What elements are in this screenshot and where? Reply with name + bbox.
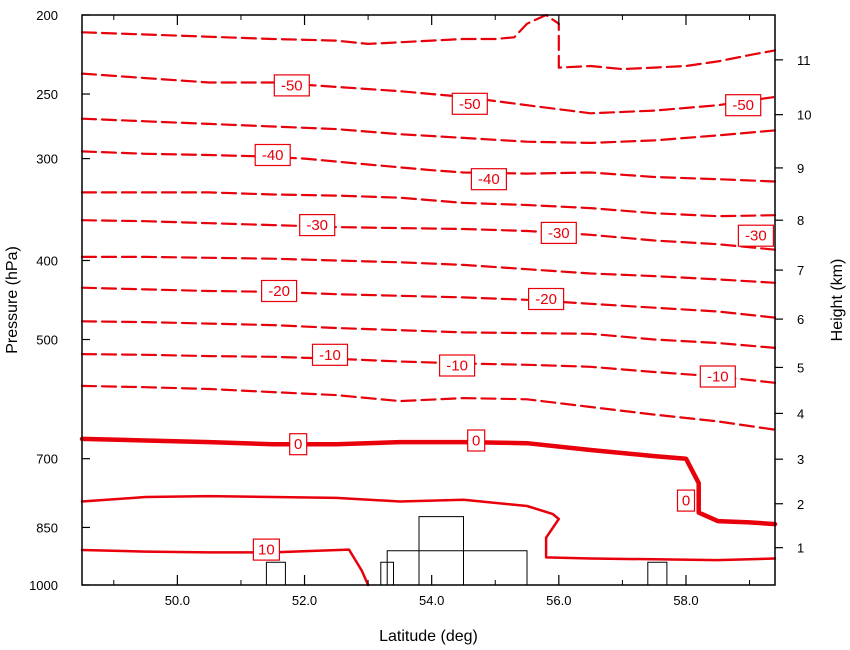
terrain-block xyxy=(418,516,464,585)
contour-line xyxy=(80,191,777,218)
contour-label: -20 xyxy=(268,283,290,300)
right-axis-title: Height (km) xyxy=(829,259,846,342)
x-axis-title: Latitude (deg) xyxy=(379,628,478,645)
contour-label-box xyxy=(470,168,507,191)
contour-label-box xyxy=(299,214,336,237)
contour-label-box xyxy=(254,143,291,167)
contour-label-box xyxy=(252,538,280,561)
height-tick-label: 8 xyxy=(797,213,804,228)
contour-line xyxy=(80,384,777,431)
pressure-tick-label: 500 xyxy=(36,333,58,348)
contour-label: -40 xyxy=(478,171,500,188)
x-tick-label: 50.0 xyxy=(165,593,190,608)
contour-label-box xyxy=(451,92,488,115)
contour-line xyxy=(80,13,777,71)
contour-line xyxy=(80,219,777,251)
contour-label: -40 xyxy=(262,147,284,164)
pressure-tick-label: 250 xyxy=(36,87,58,102)
x-axis-ticks: 50.0 52.0 54.0 56.0 58.0 xyxy=(113,15,751,608)
contour-label-box xyxy=(311,343,349,366)
contour-label-box xyxy=(737,224,775,247)
contour-label-box xyxy=(676,489,696,512)
pressure-tick-label: 850 xyxy=(36,520,58,535)
x-tick-label: 52.0 xyxy=(292,593,317,608)
contour-line xyxy=(80,494,777,562)
contour-label-box xyxy=(261,279,298,303)
contour-label-box xyxy=(699,365,736,388)
height-tick-label: 5 xyxy=(797,360,804,375)
height-tick-label: 4 xyxy=(797,406,804,421)
contour-label-box xyxy=(289,433,308,456)
contour-label-box xyxy=(467,429,486,452)
height-tick-label: 2 xyxy=(797,497,804,512)
terrain-profile xyxy=(265,516,668,585)
pressure-tick-label: 400 xyxy=(36,253,58,268)
contour-label-box xyxy=(725,94,762,117)
contour-label-box xyxy=(439,354,476,377)
plot-frame xyxy=(81,14,776,586)
terrain-block xyxy=(386,550,528,585)
height-tick-label: 11 xyxy=(797,53,811,68)
contour-label: -50 xyxy=(459,96,481,113)
height-tick-label: 9 xyxy=(797,161,804,176)
pressure-tick-label: 1000 xyxy=(29,578,58,593)
contour-label: 0 xyxy=(294,436,302,453)
height-tick-label: 6 xyxy=(797,312,804,327)
contour-label: -30 xyxy=(548,225,570,242)
contour-line xyxy=(80,150,777,183)
contour-line xyxy=(80,353,777,384)
contour-label: -30 xyxy=(306,217,328,234)
contour-label: -50 xyxy=(281,77,303,94)
x-tick-label: 56.0 xyxy=(546,593,571,608)
contour-label: -10 xyxy=(707,369,729,386)
contour-label: -50 xyxy=(732,97,754,114)
x-tick-label: 58.0 xyxy=(673,593,698,608)
height-tick-label: 1 xyxy=(797,541,804,556)
contour-label-box xyxy=(273,74,310,97)
contour-label: -30 xyxy=(745,228,767,245)
contour-label: -10 xyxy=(446,358,468,375)
contour-label: -20 xyxy=(535,291,557,308)
contour-label: 10 xyxy=(258,542,275,559)
left-axis-title: Pressure (hPa) xyxy=(4,246,21,354)
contour-label: 0 xyxy=(682,493,690,510)
contour-label: -10 xyxy=(319,347,341,364)
contour-line xyxy=(80,320,777,349)
height-tick-label: 3 xyxy=(797,452,804,467)
terrain-block xyxy=(265,561,286,585)
contour-lines xyxy=(79,13,778,587)
contour-line xyxy=(79,436,778,527)
x-tick-label: 54.0 xyxy=(419,593,444,608)
height-tick-label: 10 xyxy=(797,108,811,123)
contour-line xyxy=(80,548,370,587)
contour-label: 0 xyxy=(472,433,480,450)
height-axis-ticks: 1 2 3 4 5 6 7 8 9 10 11 xyxy=(775,53,811,556)
height-tick-label: 7 xyxy=(797,263,804,278)
contour-line xyxy=(80,255,777,284)
pressure-tick-label: 700 xyxy=(36,452,58,467)
contour-line xyxy=(80,117,777,144)
contour-line xyxy=(80,286,777,319)
terrain-block xyxy=(647,561,668,585)
pressure-axis-ticks: 200 250 300 400 500 700 850 1000 xyxy=(29,8,90,593)
contour-label-box xyxy=(527,287,565,311)
contour-label-box xyxy=(540,221,577,244)
pressure-tick-label: 200 xyxy=(36,8,58,23)
contour-line xyxy=(80,72,777,115)
pressure-tick-label: 300 xyxy=(36,152,58,167)
contour-labels: -50 -50 -50 -40 -40 -30 -30 -30 -20 -20 -10 -10 -10 0… xyxy=(252,74,775,561)
